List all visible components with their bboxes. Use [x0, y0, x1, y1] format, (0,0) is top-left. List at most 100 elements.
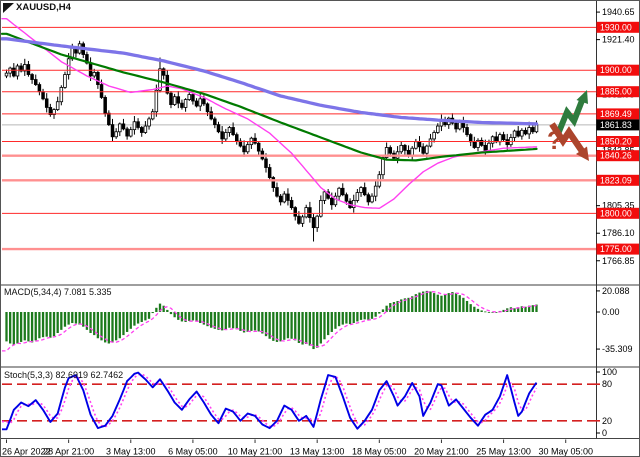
price-level-badge — [596, 150, 639, 162]
ma-fast-line — [1, 18, 538, 210]
candle-body — [322, 191, 327, 201]
candle-body — [282, 193, 287, 203]
candle-body — [465, 127, 469, 136]
candle — [213, 116, 217, 129]
down-trend-arrow-head[interactable] — [576, 146, 589, 162]
candle — [245, 141, 250, 154]
candle-body — [63, 74, 67, 88]
price-level-badge-text: 1823.09 — [600, 175, 632, 185]
candle — [282, 191, 287, 204]
macd-histogram-bar — [451, 292, 454, 312]
macd-histogram-bar — [63, 312, 67, 327]
candle — [403, 143, 407, 155]
candle-body — [341, 187, 345, 196]
candle-body — [337, 187, 341, 197]
macd-histogram-bar — [206, 312, 209, 327]
candle — [289, 196, 294, 210]
macd-histogram-bar — [374, 312, 377, 317]
current-price-badge-text: 1861.83 — [600, 120, 632, 130]
candle — [15, 63, 20, 80]
macd-histogram-bar — [74, 312, 78, 324]
candle — [370, 193, 374, 204]
macd-histogram-bar — [535, 304, 538, 312]
candle-body — [15, 65, 20, 77]
candle — [63, 71, 67, 89]
macd-histogram-bar — [381, 309, 385, 313]
candle-body — [355, 192, 360, 201]
macd-histogram-bar — [473, 306, 476, 312]
candle-body — [110, 124, 115, 138]
stoch-k-line — [2, 371, 538, 431]
stoch-axis-label: 100 — [602, 367, 617, 377]
price-axis-label: 1940.65 — [602, 7, 635, 17]
down-trend-arrow[interactable] — [549, 122, 587, 156]
candle — [216, 121, 221, 134]
candle-body — [527, 127, 531, 135]
macd-histogram-bar — [261, 312, 264, 334]
candle-body — [216, 124, 221, 133]
macd-histogram-bar — [345, 312, 348, 324]
candle — [454, 121, 458, 133]
up-trend-arrow[interactable] — [555, 96, 586, 136]
macd-histogram-bar — [180, 312, 184, 322]
stoch-axis-label: 80 — [602, 379, 612, 389]
macd-histogram-bar — [356, 312, 359, 322]
macd-histogram-bar — [308, 312, 312, 346]
macd-histogram-bar — [104, 312, 107, 343]
macd-axis-label: 0.00 — [602, 307, 620, 317]
candle — [48, 103, 53, 117]
candle — [231, 122, 235, 137]
macd-histogram-bar — [34, 312, 37, 341]
candle-body — [373, 185, 378, 197]
candle — [158, 57, 162, 93]
candle-body — [428, 138, 433, 147]
candle-body — [516, 130, 520, 137]
time-axis-area[interactable] — [1, 439, 640, 457]
macd-histogram-bar — [414, 294, 418, 312]
candle — [432, 130, 436, 143]
ma-mid-line — [1, 32, 538, 162]
time-axis-label: 10 May 21:00 — [228, 447, 283, 457]
up-trend-arrow-head[interactable] — [576, 90, 589, 104]
macd-histogram-bar — [107, 312, 110, 344]
price-level-badge — [596, 86, 639, 98]
candle — [154, 84, 159, 117]
macd-histogram-bar — [60, 312, 63, 330]
stoch-indicator-label: Stoch(5,3,3) 82.6919 62.7462 — [4, 370, 124, 380]
candle-body — [308, 207, 312, 219]
candle-body — [399, 144, 403, 153]
macd-histogram-bar — [257, 312, 260, 332]
macd-histogram-bar — [173, 312, 176, 318]
candle-body — [143, 125, 148, 133]
macd-histogram-bar — [12, 312, 15, 346]
candle — [501, 131, 506, 142]
macd-histogram-bar — [210, 312, 213, 328]
candle — [366, 192, 371, 206]
macd-histogram-bar — [188, 312, 191, 321]
candle-body — [52, 109, 56, 115]
candle — [275, 182, 279, 198]
macd-histogram-bar — [125, 312, 129, 332]
macd-histogram-bar — [151, 312, 154, 314]
candle — [355, 189, 360, 203]
candle — [341, 183, 345, 197]
macd-histogram-bar — [231, 312, 235, 329]
candle — [476, 138, 480, 152]
macd-histogram-bar — [38, 312, 41, 339]
macd-histogram-bar — [111, 312, 114, 343]
candle-body — [421, 146, 425, 154]
candle-body — [107, 112, 111, 126]
price-axis-label: 1766.85 — [602, 256, 635, 266]
macd-histogram-bar — [82, 312, 85, 327]
macd-histogram-bar — [524, 306, 527, 312]
macd-histogram-bar — [115, 312, 118, 341]
candle-body — [461, 122, 466, 128]
macd-histogram-bar — [462, 297, 465, 312]
candle — [300, 214, 305, 227]
stoch-axis-label: 0 — [602, 428, 607, 438]
macd-histogram-bar — [275, 312, 279, 342]
candle-body — [92, 71, 96, 77]
candle-body — [370, 195, 374, 203]
macd-histogram-bar — [30, 312, 34, 343]
